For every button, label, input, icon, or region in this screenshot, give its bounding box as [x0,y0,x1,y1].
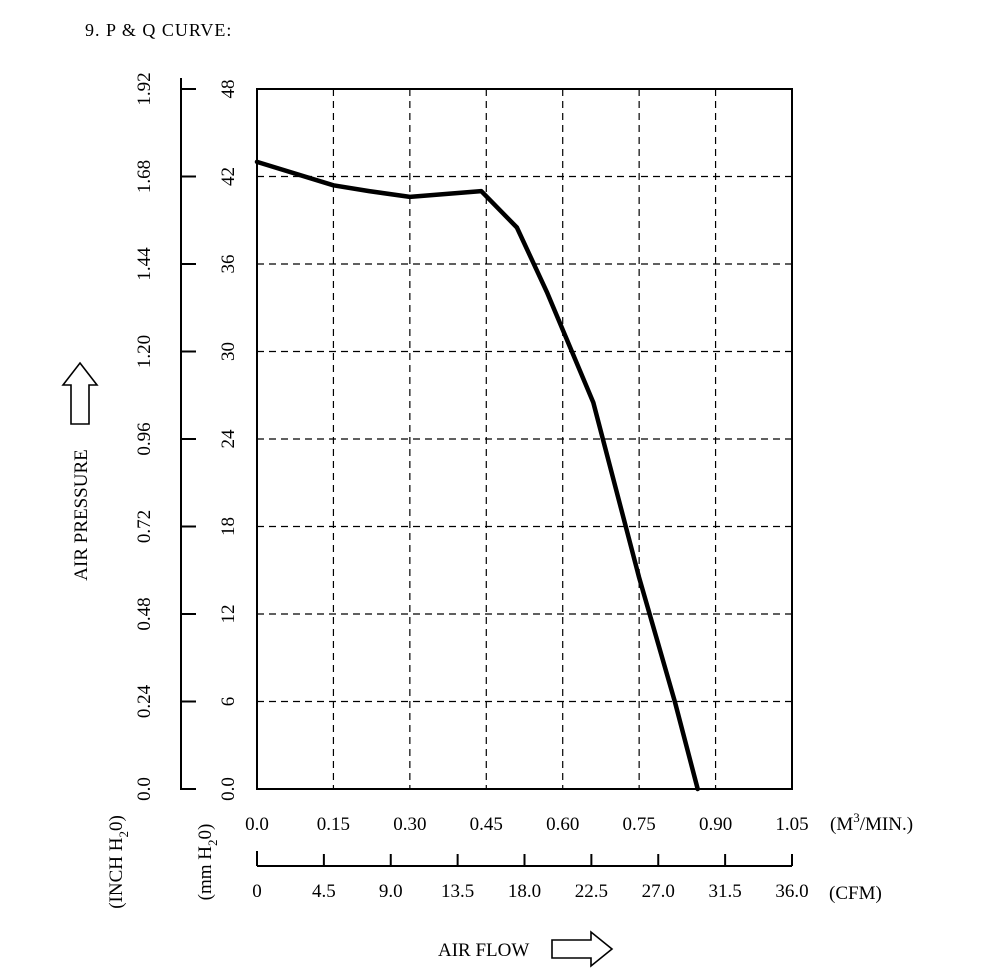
inch-h2o-unit-label: (INCH H20) [106,815,131,909]
inch-tick-label: 0.0 [134,777,155,801]
mm-tick-label: 48 [218,80,239,99]
chart-title: 9. P & Q CURVE: [85,20,232,40]
x-axis-label: AIR FLOW [438,940,529,961]
cfm-unit-label: (CFM) [829,883,882,904]
m3-tick-label: 0.0 [245,814,269,835]
m3-tick-label: 0.30 [393,814,426,835]
inch-tick-label: 1.92 [134,72,155,105]
m3-unit-pre: (M [830,814,853,835]
inch-tick-label: 1.68 [134,160,155,193]
series-group [254,159,700,792]
mm-tick-label: 12 [218,605,239,624]
m3-tick-label: 1.05 [775,814,808,835]
inch-tick-label: 0.48 [134,597,155,630]
cfm-tick-label: 13.5 [441,881,474,902]
right-arrow-icon [551,930,614,968]
inch-tick-label: 0.96 [134,422,155,455]
inch-tick-label: 0.72 [134,510,155,543]
m3-tick-label: 0.90 [699,814,732,835]
mm-tick-label: 36 [218,255,239,274]
m3-tick-label: 0.45 [470,814,503,835]
mm-tick-label: 0.0 [218,777,239,801]
cfm-tick-label: 22.5 [575,881,608,902]
m3-unit-sup: 3 [853,810,860,825]
inch-tick-label: 1.20 [134,335,155,368]
mm-ticks: 0.0 6 12 18 24 30 36 42 48 [218,80,239,801]
mm-tick-label: 18 [218,517,239,536]
mm-unit-post: 0) [195,824,216,840]
m3-tick-label: 0.15 [317,814,350,835]
inch-unit-pre: (INCH H [106,837,127,909]
inch-tick-label: 1.44 [134,247,155,281]
mm-unit-pre: (mm H [195,846,216,901]
m3-unit-post: /MIN.) [860,814,913,835]
inch-axis-line [180,78,196,790]
inch-ticks: 0.0 0.24 0.48 0.72 0.96 1.20 1.44 1.68 1.92 [134,72,196,801]
y-axis-label: AIR PRESSURE [71,449,92,580]
mm-tick-label: 24 [218,429,239,449]
cfm-tick-label: 9.0 [379,881,403,902]
cfm-ticks: 0 4.5 9.0 13.5 18.0 22.5 27.0 31.5 36.0 [252,851,809,902]
m3-tick-label: 0.60 [546,814,579,835]
m3-unit-label: (M3/MIN.) [830,810,913,835]
inch-unit-sub: 2 [116,831,131,838]
cfm-tick-label: 0 [252,881,262,902]
m3-ticks: 0.0 0.15 0.30 0.45 0.60 0.75 0.90 1.05 [245,814,809,835]
mm-tick-label: 42 [218,167,239,186]
gridlines [257,89,792,789]
inch-unit-post: 0) [106,815,127,831]
up-arrow-icon [61,361,99,425]
inch-tick-label: 0.24 [134,684,155,718]
mm-h2o-unit-label: (mm H20) [195,824,220,901]
mm-tick-label: 6 [218,697,239,707]
cfm-tick-label: 31.5 [709,881,742,902]
cfm-tick-label: 4.5 [312,881,336,902]
m3-tick-label: 0.75 [623,814,656,835]
cfm-tick-label: 27.0 [642,881,675,902]
cfm-tick-label: 36.0 [775,881,808,902]
mm-tick-label: 30 [218,342,239,361]
cfm-tick-label: 18.0 [508,881,541,902]
mm-unit-sub: 2 [205,839,220,846]
pq-curve-line [254,159,700,792]
